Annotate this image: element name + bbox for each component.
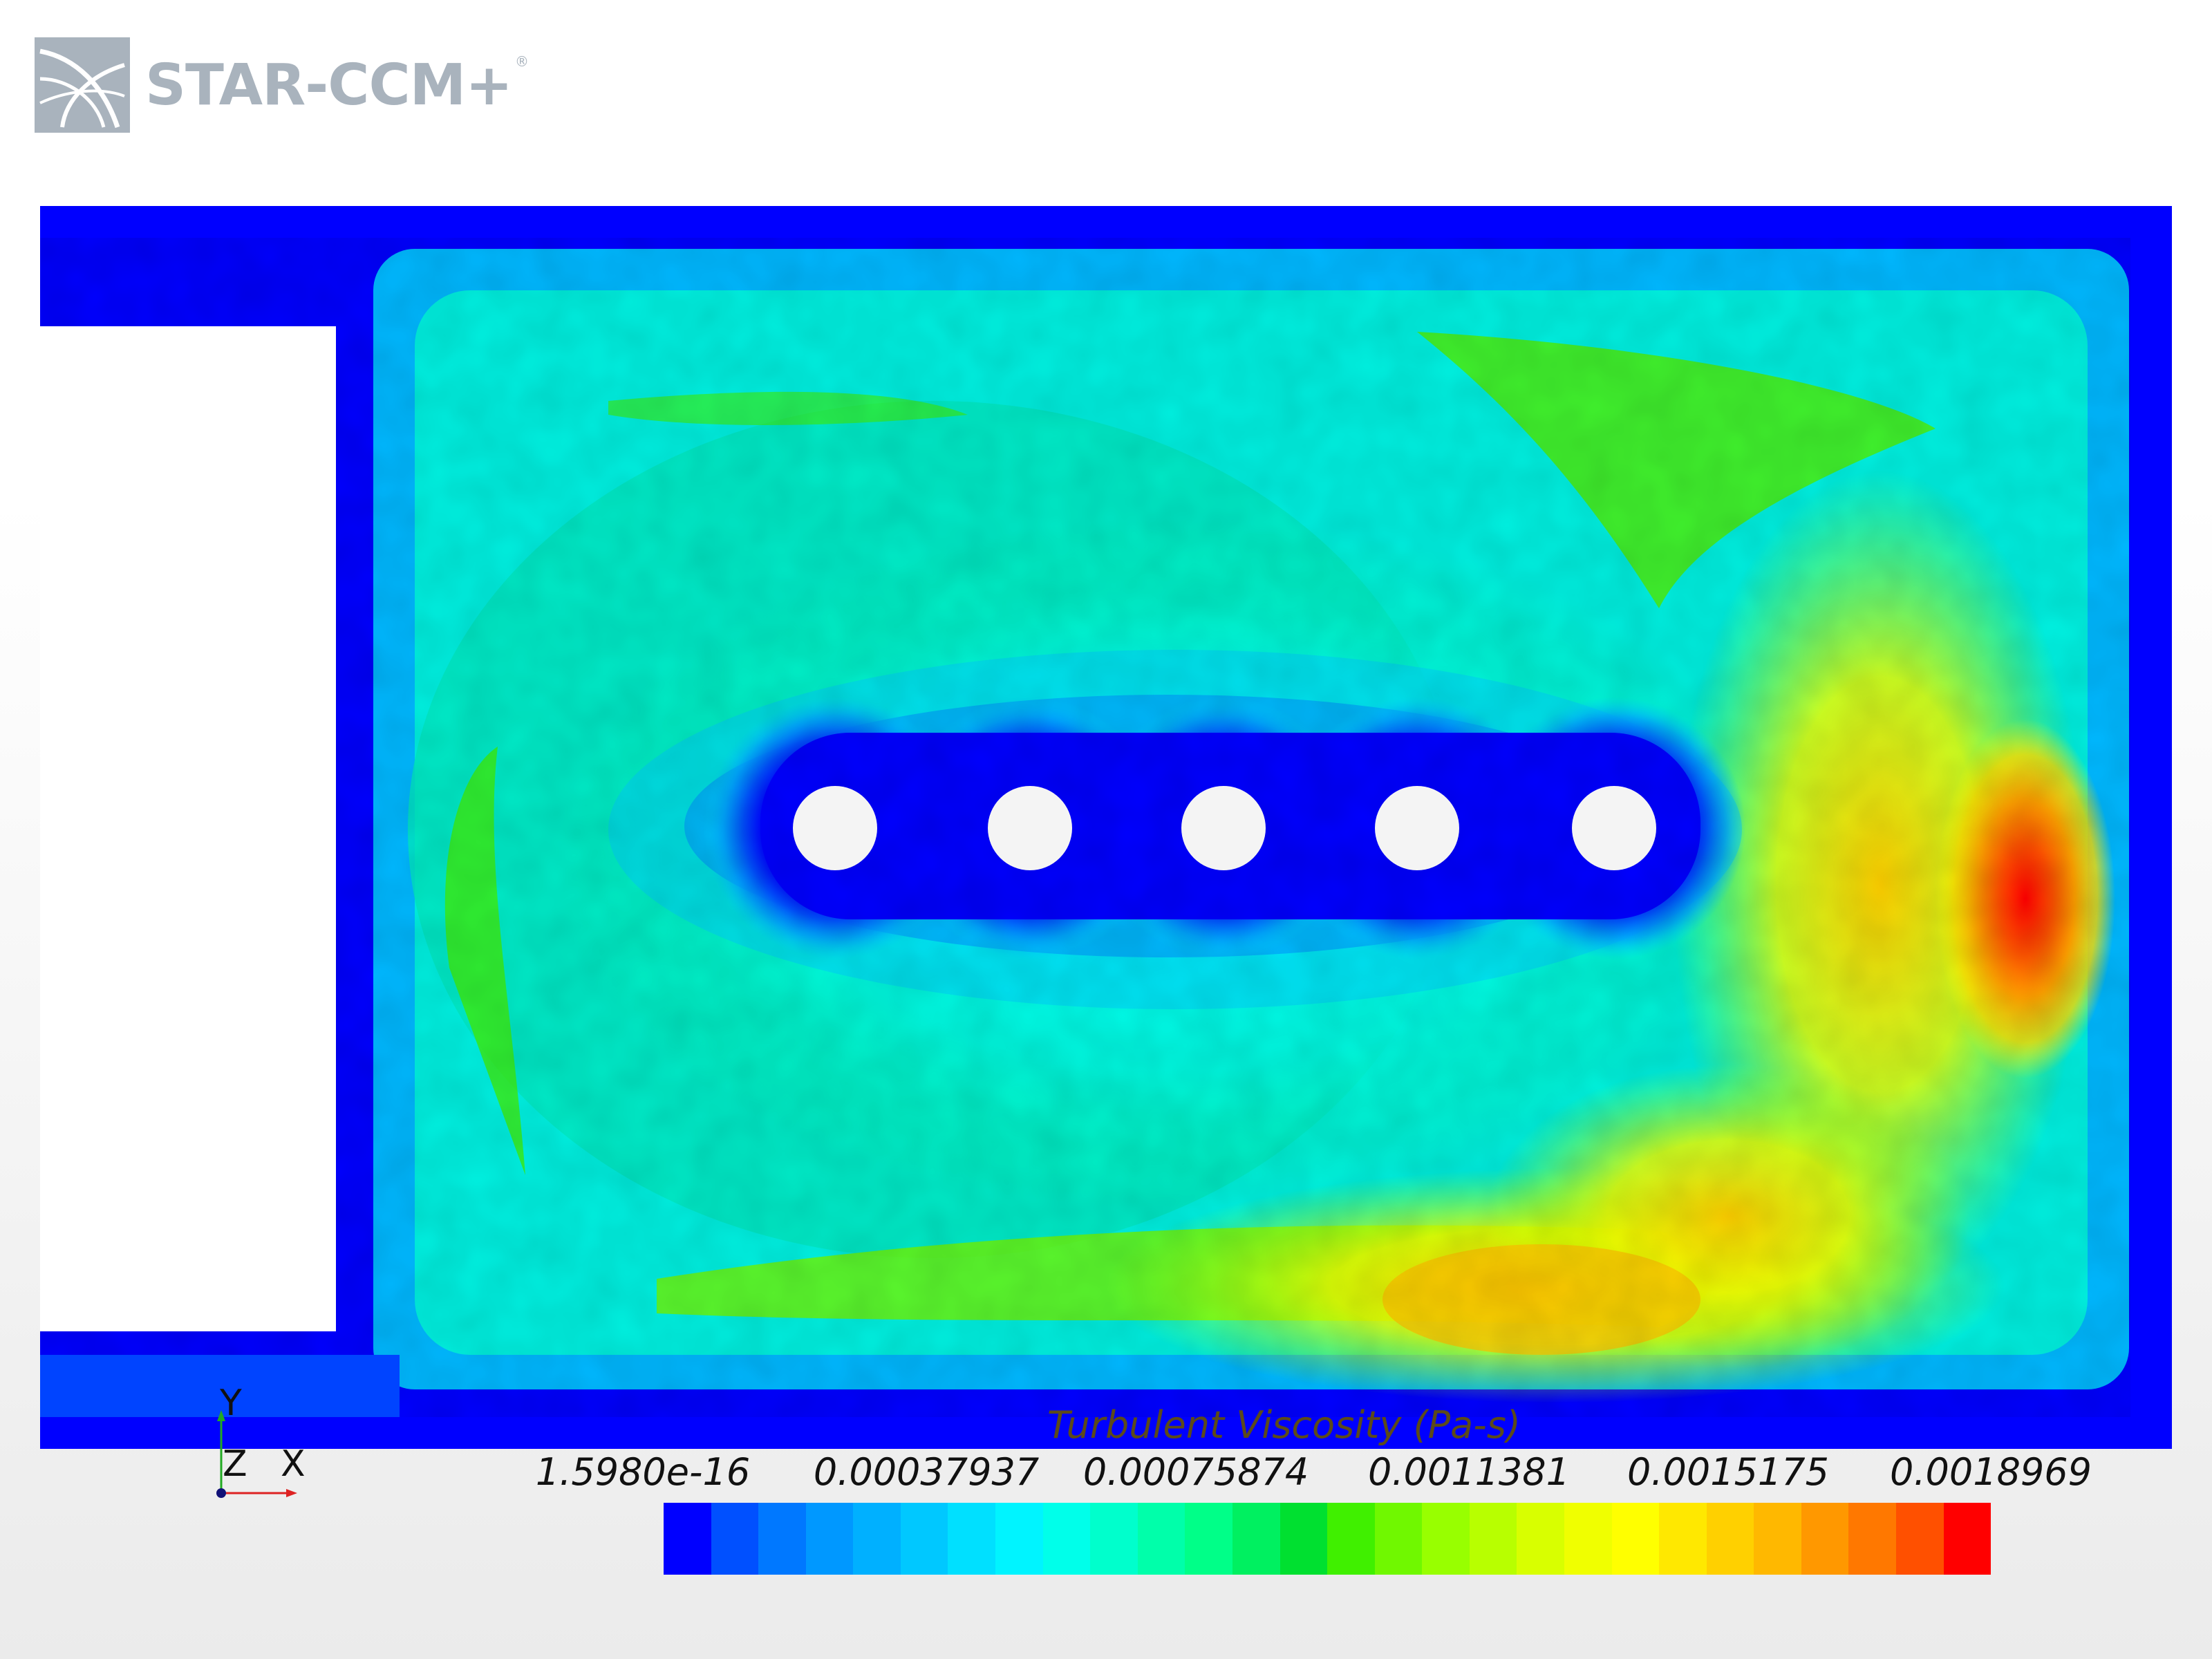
colorbar-band xyxy=(1232,1503,1280,1575)
colorbar-band xyxy=(1848,1503,1897,1575)
legend-tick-label: 0.0018969 xyxy=(1889,1450,2092,1494)
legend-tick-label: 0.00075874 xyxy=(1082,1450,1309,1494)
colorbar-band xyxy=(1374,1503,1423,1575)
colorbar-band xyxy=(1517,1503,1564,1575)
cylinder-5 xyxy=(1572,786,1656,870)
legend-tick-label: 0.0015175 xyxy=(1627,1450,1830,1494)
logo-text: STAR-CCM+ xyxy=(145,52,513,118)
axes-triad: Y Z X xyxy=(207,1382,318,1507)
colorbar-band xyxy=(1090,1503,1138,1575)
cylinders xyxy=(793,786,1656,870)
colorbar-band xyxy=(1564,1503,1612,1575)
legend-title: Turbulent Viscosity (Pa-s) xyxy=(1047,1403,1521,1447)
star-ccm-logo-icon xyxy=(35,37,130,133)
colorbar-band xyxy=(1422,1503,1470,1575)
legend-colorbar xyxy=(664,1503,1991,1575)
logo-registered-mark: ® xyxy=(514,53,529,70)
colorbar-band xyxy=(1327,1503,1375,1575)
colorbar-band xyxy=(1943,1503,1991,1575)
fluid-domain xyxy=(40,206,2172,1449)
colorbar-band xyxy=(1659,1503,1707,1575)
axis-x-label: X xyxy=(281,1443,306,1485)
cylinder-1 xyxy=(793,786,877,870)
colorbar-band xyxy=(711,1503,759,1575)
colorbar-band xyxy=(664,1503,711,1575)
colorbar-band xyxy=(853,1503,901,1575)
colorbar-band xyxy=(1801,1503,1849,1575)
legend-tick-label: 0.0011381 xyxy=(1367,1450,1571,1494)
cylinder-4 xyxy=(1375,786,1459,870)
colorbar-band xyxy=(1185,1503,1232,1575)
colorbar-band xyxy=(1137,1503,1185,1575)
colorbar-band xyxy=(948,1503,996,1575)
colorbar-band xyxy=(1469,1503,1517,1575)
colorbar-band xyxy=(1896,1503,1944,1575)
inlet-step-solid xyxy=(40,326,336,1331)
logo: STAR-CCM+ ® xyxy=(35,33,529,137)
axis-y-label: Y xyxy=(220,1382,242,1424)
colorbar-band xyxy=(995,1503,1043,1575)
colorbar-band xyxy=(1754,1503,1801,1575)
colorbar-band xyxy=(1280,1503,1328,1575)
colorbar-band xyxy=(900,1503,948,1575)
legend-tick-label: 0.00037937 xyxy=(813,1450,1040,1494)
colorbar-band xyxy=(1042,1503,1091,1575)
colorbar-band xyxy=(805,1503,854,1575)
colorbar-band xyxy=(758,1503,806,1575)
axes-triad-icon xyxy=(216,1410,297,1498)
cylinder-2 xyxy=(988,786,1072,870)
legend-tick-label: 1.5980e-16 xyxy=(535,1450,751,1494)
colorbar-band xyxy=(1611,1503,1660,1575)
axis-z-label: Z xyxy=(223,1443,247,1485)
cylinder-3 xyxy=(1181,786,1266,870)
colorbar-band xyxy=(1706,1503,1754,1575)
